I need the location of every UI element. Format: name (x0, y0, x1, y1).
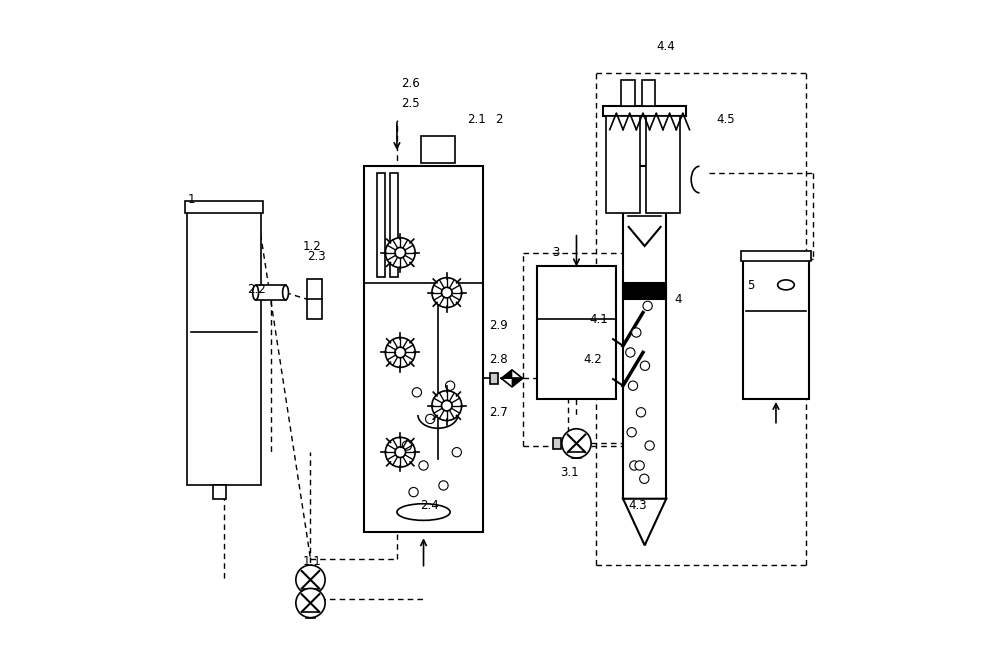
Circle shape (635, 461, 644, 470)
Circle shape (385, 438, 415, 467)
FancyBboxPatch shape (623, 283, 666, 299)
FancyBboxPatch shape (623, 166, 666, 499)
Text: 2.3: 2.3 (307, 249, 326, 263)
Polygon shape (623, 499, 666, 545)
Ellipse shape (397, 504, 450, 520)
Circle shape (562, 429, 591, 458)
Text: 1: 1 (187, 193, 195, 206)
Text: 4.5: 4.5 (716, 113, 735, 126)
Text: 2.9: 2.9 (489, 319, 507, 332)
Circle shape (385, 338, 415, 367)
Circle shape (432, 278, 462, 307)
Circle shape (452, 448, 461, 457)
Circle shape (632, 328, 641, 337)
FancyBboxPatch shape (490, 373, 498, 384)
Text: 4.4: 4.4 (656, 40, 675, 53)
Text: 2.4: 2.4 (420, 499, 439, 512)
Circle shape (627, 428, 636, 437)
FancyBboxPatch shape (185, 201, 263, 213)
FancyBboxPatch shape (390, 173, 398, 277)
Circle shape (630, 461, 639, 470)
Text: 2: 2 (495, 113, 503, 126)
Circle shape (432, 391, 462, 420)
Text: 1.2: 1.2 (302, 239, 321, 253)
Text: 3: 3 (552, 246, 559, 259)
Circle shape (640, 474, 649, 483)
FancyBboxPatch shape (421, 136, 455, 163)
Circle shape (640, 361, 650, 370)
Circle shape (385, 238, 415, 267)
Text: 2.6: 2.6 (402, 76, 420, 90)
Circle shape (426, 414, 435, 424)
Text: 2.8: 2.8 (489, 352, 507, 366)
Circle shape (643, 301, 652, 311)
FancyBboxPatch shape (377, 173, 385, 277)
Text: 4.2: 4.2 (583, 352, 602, 366)
Circle shape (412, 388, 422, 397)
FancyBboxPatch shape (603, 106, 686, 116)
FancyBboxPatch shape (741, 251, 811, 261)
FancyBboxPatch shape (307, 279, 322, 319)
Circle shape (439, 481, 448, 490)
FancyBboxPatch shape (646, 116, 680, 213)
Text: 3.1: 3.1 (560, 465, 578, 479)
Text: 1.1: 1.1 (302, 555, 321, 569)
FancyBboxPatch shape (606, 116, 640, 213)
FancyBboxPatch shape (621, 80, 635, 106)
Text: 2.7: 2.7 (489, 406, 507, 419)
Text: 4.3: 4.3 (628, 499, 647, 512)
Text: 5: 5 (747, 279, 755, 293)
Circle shape (626, 348, 635, 357)
Circle shape (445, 381, 455, 390)
Circle shape (419, 461, 428, 470)
Text: 2.5: 2.5 (402, 96, 420, 110)
FancyBboxPatch shape (256, 285, 286, 300)
Circle shape (441, 400, 452, 411)
Circle shape (296, 589, 325, 618)
Ellipse shape (253, 285, 259, 300)
Text: 2.2: 2.2 (247, 283, 266, 296)
FancyBboxPatch shape (537, 266, 616, 399)
Polygon shape (501, 370, 512, 378)
Ellipse shape (778, 280, 794, 290)
FancyBboxPatch shape (213, 485, 226, 499)
Circle shape (395, 447, 406, 458)
Circle shape (441, 287, 452, 298)
FancyBboxPatch shape (364, 166, 483, 532)
Circle shape (296, 565, 325, 595)
FancyBboxPatch shape (553, 438, 561, 449)
Circle shape (395, 347, 406, 358)
Circle shape (395, 247, 406, 258)
Circle shape (636, 408, 646, 417)
Text: 2.1: 2.1 (467, 113, 486, 126)
FancyBboxPatch shape (187, 206, 261, 485)
FancyBboxPatch shape (743, 253, 809, 399)
FancyBboxPatch shape (642, 80, 655, 106)
Circle shape (645, 441, 654, 450)
Circle shape (402, 441, 412, 450)
Text: 4: 4 (674, 293, 682, 306)
Polygon shape (512, 378, 523, 387)
Circle shape (628, 381, 638, 390)
Text: 4.1: 4.1 (590, 313, 609, 326)
Circle shape (409, 487, 418, 497)
Ellipse shape (283, 285, 288, 300)
